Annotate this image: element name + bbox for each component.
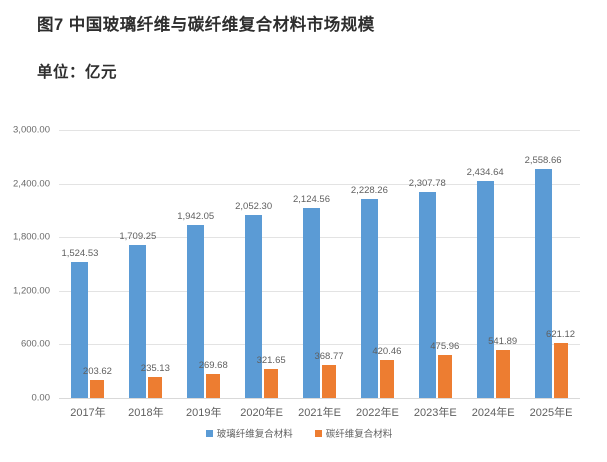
x-tick-label: 2018年 [128,407,164,419]
bar-group: 1,942.05 269.68 [175,130,233,398]
y-tick-label: 1,200.00 [13,285,50,297]
bar-value-label: 621.12 [546,328,576,340]
bar-value-label: 2,052.30 [235,200,273,212]
legend-swatch-carbon-fiber [314,429,322,437]
bar-column: 2,228.26 [351,130,388,398]
legend-item-carbon-fiber: 碳纤维复合材料 [314,426,393,440]
bar-value-label: 368.77 [314,351,344,363]
y-tick-label: 3,000.00 [13,124,50,136]
bar-group: 1,709.25 235.13 [117,130,175,398]
bar-column: 2,558.66 [525,130,562,398]
bar-glass-fiber [187,224,205,398]
bar-column: 541.89 [488,130,517,398]
bar-value-label: 1,942.05 [177,210,215,222]
bar-value-label: 420.46 [372,346,402,358]
x-tick-label: 2024年E [471,407,515,419]
bar-column: 621.12 [546,130,575,398]
bar-group: 2,124.56 368.77 [291,130,349,398]
bar-glass-fiber [129,245,147,398]
bar-glass-fiber [418,191,436,398]
bar-group: 2,558.66 621.12 [522,130,580,398]
bar-column: 321.65 [257,130,286,398]
bar-value-label: 2,228.26 [350,184,388,196]
bar-value-label: 235.13 [140,363,170,374]
plot-area: 1,524.53 203.62 1,709.25 235.13 1,942.05 269.… [59,130,580,399]
bar-carbon-fiber [322,365,336,398]
bar-chart: 3,000.00 2,400.00 1,800.00 1,200.00 600.00 0.… [0,121,607,462]
bar-glass-fiber [245,214,263,398]
legend-swatch-glass-fiber [205,429,213,437]
bar-column: 2,434.64 [467,130,504,398]
bar-value-label: 541.89 [488,335,518,347]
gridline [59,398,580,399]
legend-item-glass-fiber: 玻璃纤维复合材料 [205,426,293,440]
y-tick-label: 1,800.00 [13,231,50,243]
bar-column: 235.13 [141,130,170,398]
bar-group: 2,307.78 475.96 [406,130,464,398]
bar-group: 2,434.64 541.89 [464,130,522,398]
bar-value-label: 475.96 [430,341,460,353]
unit-label: 单位：亿元 [37,64,118,81]
bar-value-label: 1,524.53 [61,247,99,259]
gridline [59,130,580,131]
bar-carbon-fiber [148,377,163,398]
bar-value-label: 1,709.25 [119,231,157,243]
y-tick-label: 600.00 [20,338,50,350]
bar-group: 1,524.53 203.62 [59,130,117,398]
bar-carbon-fiber [437,355,452,398]
x-tick-label: 2020年E [240,407,284,419]
y-tick-label: 2,400.00 [13,178,50,190]
bar-value-label: 2,307.78 [408,177,446,189]
bar-glass-fiber [71,261,89,398]
x-tick-label: 2017年 [70,407,106,419]
bar-carbon-fiber [206,373,221,398]
bar-column: 2,052.30 [235,130,272,398]
legend-label: 碳纤维复合材料 [325,429,393,440]
bar-carbon-fiber [264,369,279,398]
bar-glass-fiber [360,198,378,398]
legend-label: 玻璃纤维复合材料 [216,429,293,440]
bar-carbon-fiber [495,349,510,398]
bar-value-label: 2,124.56 [293,194,330,206]
chart-title: 图7 中国玻璃纤维与碳纤维复合材料市场规模 [37,16,375,34]
x-axis: 2017年 2018年 2019年 2020年E 2021年E 2022年E 2023年E 2… [59,404,580,420]
bar-column: 368.77 [314,130,344,398]
bar-value-label: 2,434.64 [466,166,504,178]
bar-value-label: 203.62 [82,365,112,377]
bar-column: 1,942.05 [177,130,214,398]
bar-column: 475.96 [430,130,459,398]
bar-column: 420.46 [372,130,401,398]
legend: 玻璃纤维复合材料 碳纤维复合材料 [59,426,539,440]
bar-column: 269.68 [199,130,228,398]
x-tick-label: 2021年E [298,407,341,419]
bar-carbon-fiber [553,342,568,398]
bar-value-label: 269.68 [198,359,228,371]
bar-group: 2,228.26 420.46 [348,130,406,398]
x-tick-label: 2025年E [529,407,573,419]
x-tick-label: 2023年E [413,407,457,419]
x-tick-label: 2019年 [185,407,222,419]
bar-column: 1,709.25 [119,130,156,398]
bar-glass-fiber [303,208,320,398]
bar-column: 2,307.78 [409,130,446,398]
bar-column: 2,124.56 [293,130,330,398]
bar-glass-fiber [476,180,494,398]
bar-value-label: 321.65 [256,355,286,367]
bar-group: 2,052.30 321.65 [233,130,291,398]
x-tick-label: 2022年E [355,407,399,419]
bar-glass-fiber [534,169,552,398]
bar-groups: 1,524.53 203.62 1,709.25 235.13 1,942.05 269.… [59,130,580,398]
bar-value-label: 2,558.66 [524,155,562,167]
bar-column: 1,524.53 [61,130,98,398]
y-axis: 3,000.00 2,400.00 1,800.00 1,200.00 600.00 0.… [0,125,52,404]
bar-carbon-fiber [379,360,394,398]
bar-carbon-fiber [90,379,105,398]
gridline [59,183,580,185]
y-tick-label: 0.00 [31,392,51,404]
bar-column: 203.62 [83,130,112,398]
